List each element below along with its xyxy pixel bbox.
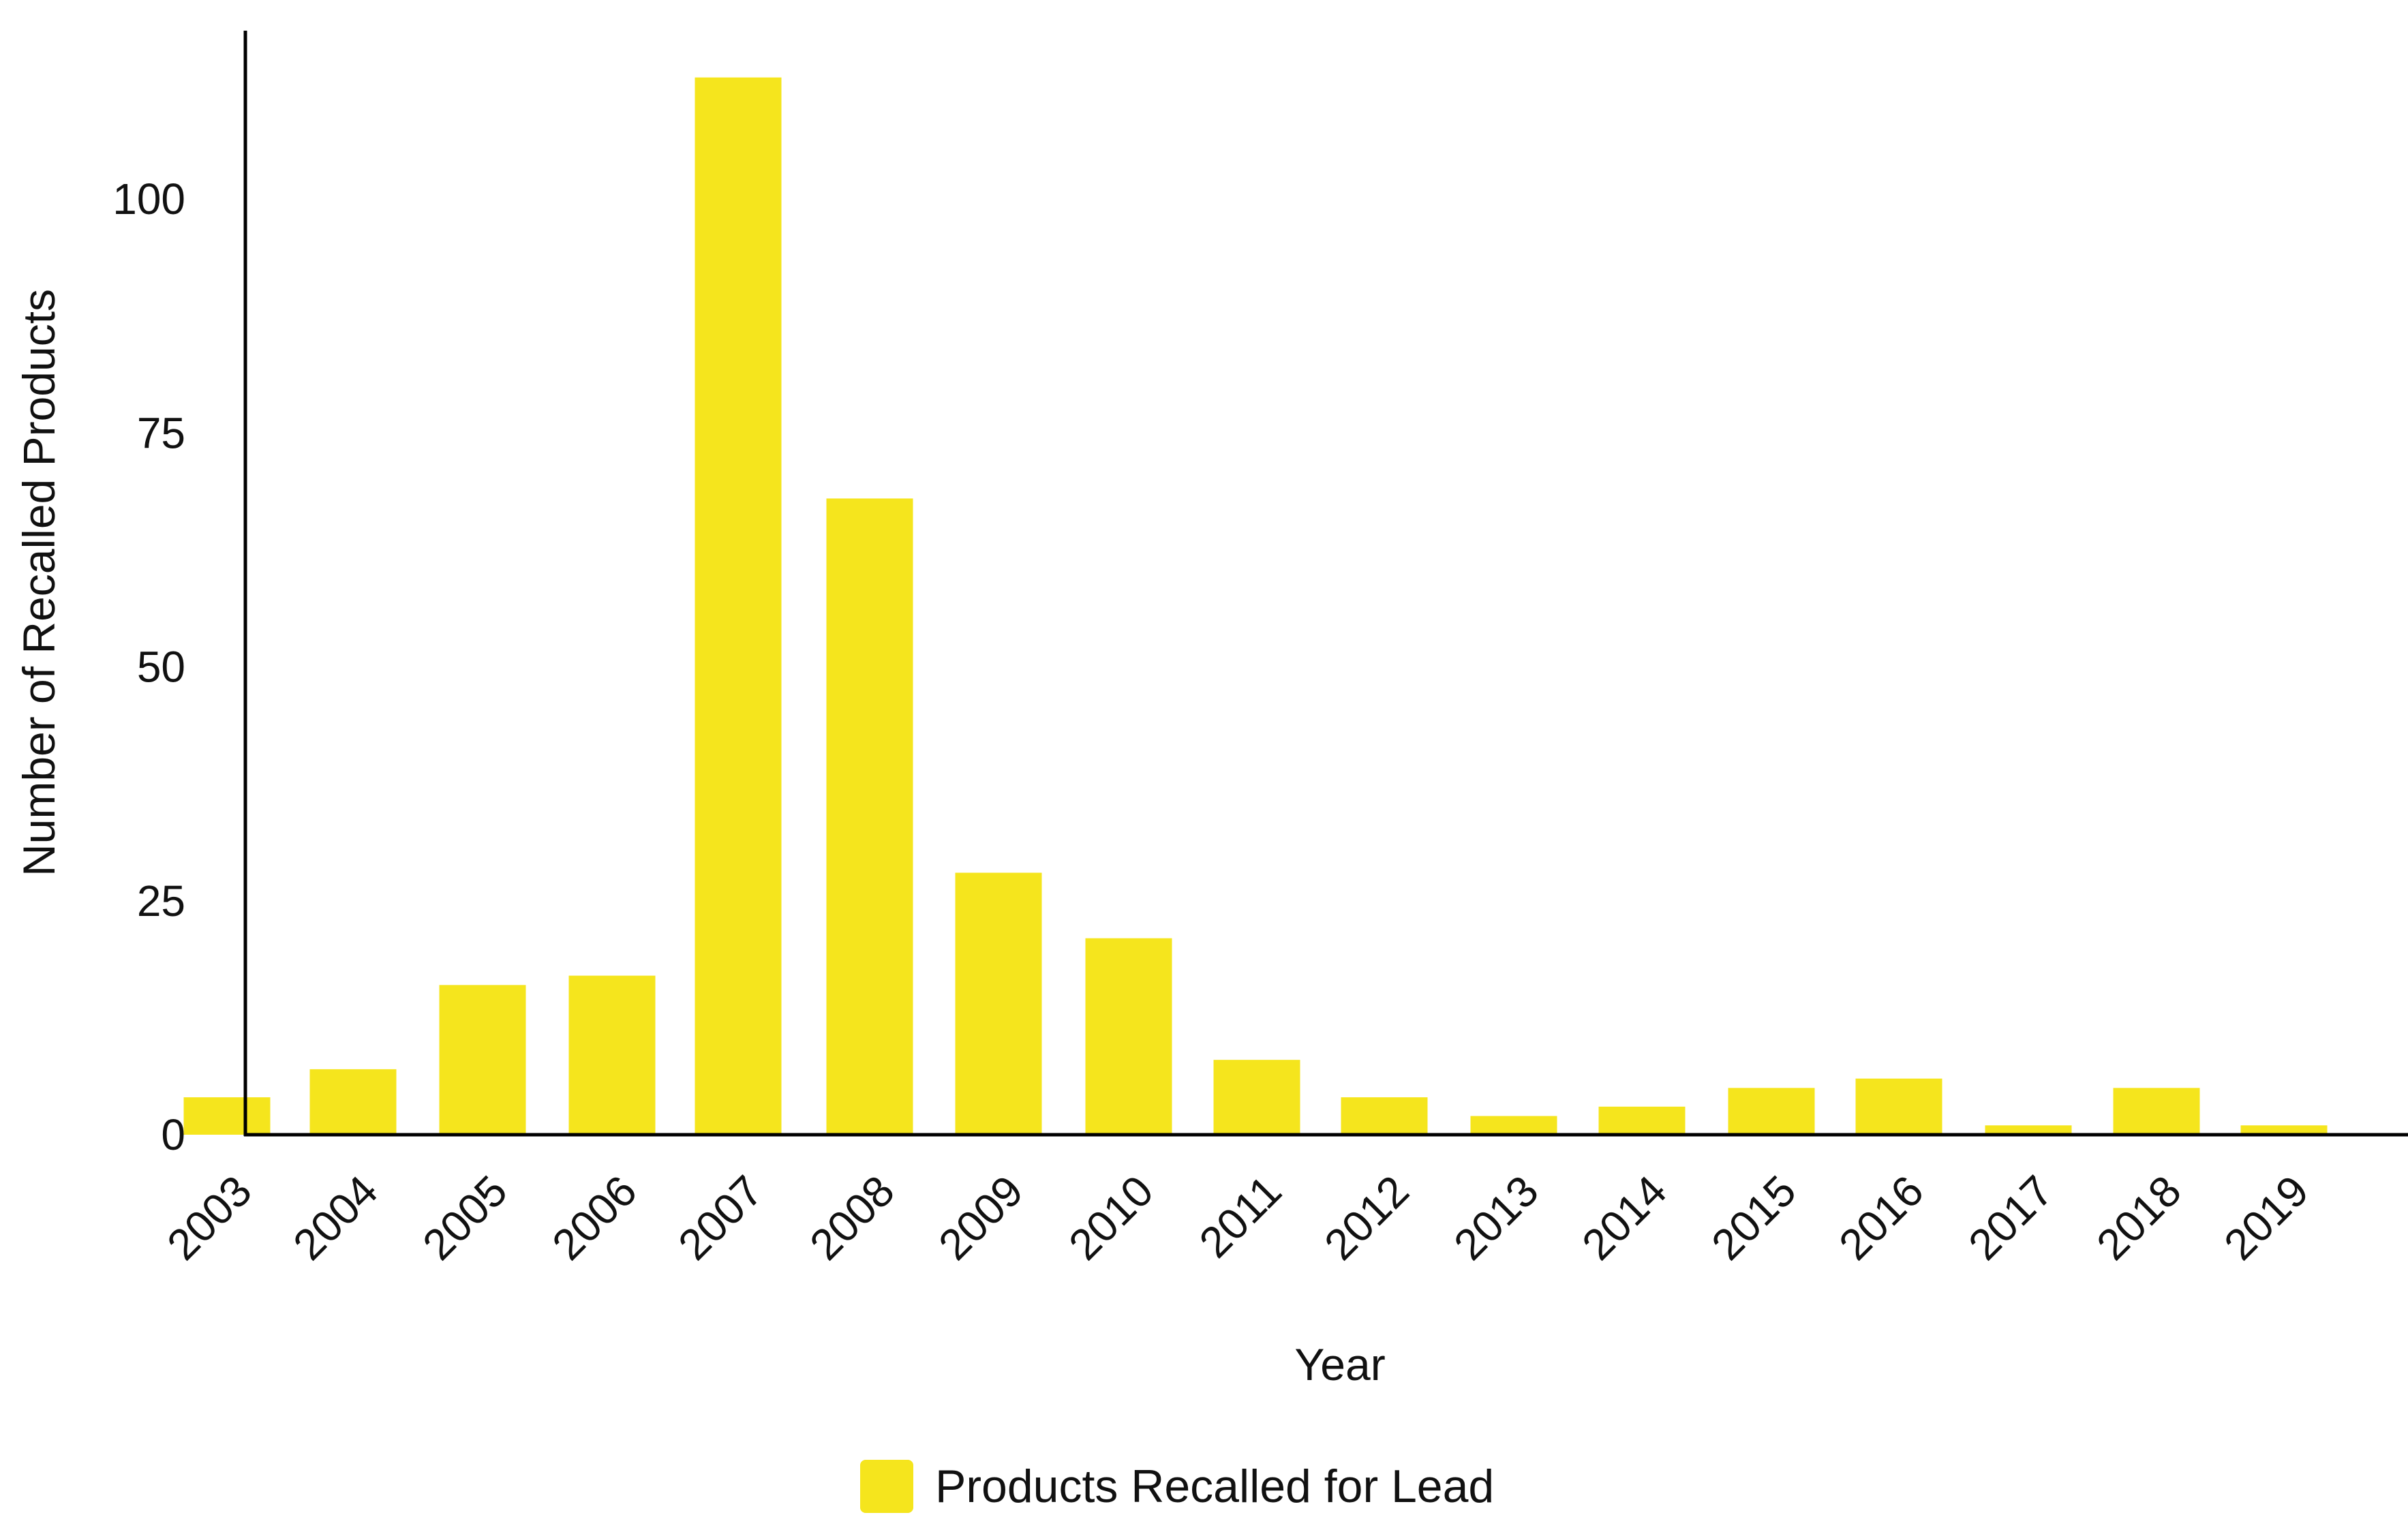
x-tick-label-2010: 2010: [1059, 1166, 1163, 1270]
x-tick-label-2014: 2014: [1572, 1166, 1676, 1270]
y-axis-title: Number of Recalled Products: [14, 289, 64, 876]
bar-2016: [1855, 1078, 1942, 1135]
bar-2019: [2240, 1125, 2328, 1135]
y-tick-labels: 0 25 50 75 100: [112, 174, 185, 1159]
bar-2010: [1085, 938, 1172, 1135]
x-tick-label-2018: 2018: [2087, 1166, 2191, 1270]
x-tick-label-2016: 2016: [1829, 1166, 1933, 1270]
x-tick-label-2013: 2013: [1444, 1166, 1548, 1270]
bars-layer: [183, 77, 2328, 1135]
bar-2009: [955, 872, 1042, 1135]
legend-swatch: [860, 1460, 913, 1513]
x-tick-labels: 2003 2004 2005 2006 2007 2008 2009 2010 2011 2012…: [157, 1166, 2318, 1270]
legend: Products Recalled for Lead: [860, 1460, 1494, 1513]
x-tick-label-2012: 2012: [1315, 1166, 1418, 1270]
bar-2015: [1728, 1088, 1815, 1135]
x-tick-label-2005: 2005: [413, 1166, 517, 1270]
bar-2011: [1213, 1060, 1300, 1135]
y-tick-label: 75: [137, 408, 185, 457]
y-tick-label: 25: [137, 876, 185, 925]
x-axis-title: Year: [1294, 1339, 1385, 1390]
x-tick-label-2008: 2008: [800, 1166, 904, 1270]
bar-2004: [309, 1069, 397, 1135]
legend-label: Products Recalled for Lead: [935, 1460, 1494, 1512]
x-tick-label-2004: 2004: [284, 1166, 387, 1270]
bar-2006: [568, 975, 656, 1135]
x-tick-label-2019: 2019: [2214, 1166, 2318, 1270]
bar-2003: [183, 1097, 271, 1135]
x-tick-label-2011: 2011: [1190, 1166, 1291, 1267]
x-tick-label-2007: 2007: [669, 1166, 772, 1270]
x-tick-label-2015: 2015: [1702, 1166, 1805, 1270]
bar-2007: [695, 77, 782, 1135]
bar-2013: [1470, 1116, 1557, 1135]
y-tick-label: 50: [137, 643, 185, 692]
bar-2018: [2113, 1088, 2200, 1135]
x-tick-label-2003: 2003: [157, 1166, 261, 1270]
bar-2008: [826, 498, 913, 1135]
x-tick-label-2006: 2006: [543, 1166, 646, 1270]
bar-2005: [439, 985, 526, 1135]
bar-2014: [1598, 1106, 1686, 1135]
y-tick-label: 100: [112, 174, 185, 224]
bar-2017: [1985, 1125, 2072, 1135]
bar-2012: [1341, 1097, 1428, 1135]
y-tick-label: 0: [161, 1110, 185, 1159]
x-tick-label-2009: 2009: [929, 1166, 1033, 1270]
x-tick-label-2017: 2017: [1959, 1166, 2062, 1270]
